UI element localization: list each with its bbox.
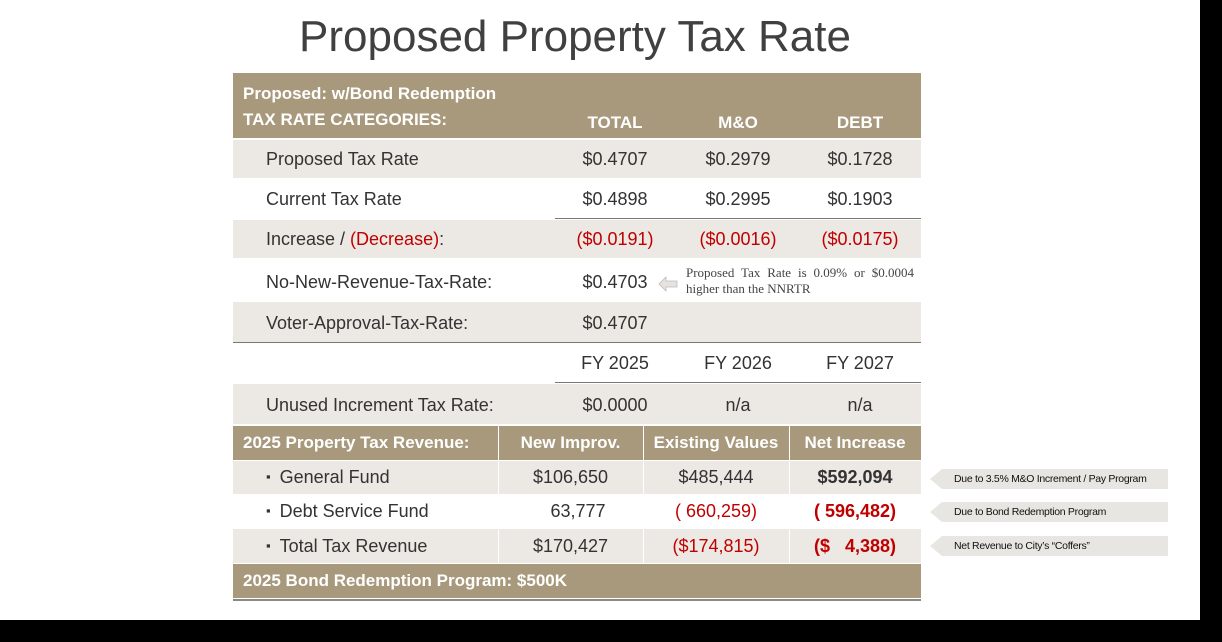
divider <box>643 426 644 563</box>
callout: Net Revenue to City’s “Coffers” <box>930 536 1168 556</box>
cell: $0.4707 <box>582 149 648 169</box>
fiscal-year: FY 2025 <box>581 353 649 373</box>
column-header: Existing Values <box>653 433 779 452</box>
cell: n/a <box>847 395 873 415</box>
cell: $0.1728 <box>827 149 893 169</box>
row-bg <box>233 384 921 424</box>
cell: $170,427 <box>532 536 609 556</box>
cell: $0.4703 <box>582 272 648 292</box>
frame-edge <box>1200 0 1222 642</box>
row-label: Voter-Approval-Tax-Rate: <box>266 313 469 333</box>
row-label: Increase / (Decrease): <box>266 229 444 250</box>
footer-bg <box>233 564 921 598</box>
cell: ($174,815) <box>672 536 760 556</box>
column-header: 2025 Property Tax Revenue: <box>243 433 470 452</box>
header-bg <box>233 426 921 460</box>
cell: $0.4898 <box>582 189 648 209</box>
cell: ($0.0175) <box>821 229 899 249</box>
row-bg <box>233 220 921 258</box>
cell: $0.0000 <box>582 395 648 415</box>
cell: $0.2995 <box>705 189 771 209</box>
label-part: : <box>439 229 445 249</box>
cell: $592,094 <box>817 467 893 487</box>
rule <box>555 218 921 219</box>
cell: ( 596,482) <box>813 501 897 521</box>
cell: $0.4707 <box>582 313 648 333</box>
divider <box>789 426 790 563</box>
rule <box>555 382 921 383</box>
cell: ($ 4,388) <box>813 536 897 556</box>
label-part: (Decrease) <box>350 229 440 249</box>
row-bg <box>233 302 921 342</box>
column-header: TOTAL <box>587 113 643 132</box>
column-header: New Improv. <box>520 433 621 452</box>
note: Proposed Tax Rate is 0.09% or $0.0004 hi… <box>686 265 914 296</box>
cell: 63,777 <box>550 501 606 521</box>
fiscal-year: FY 2026 <box>704 353 772 373</box>
cell: $485,444 <box>678 467 754 487</box>
row-label: Total Tax Revenue <box>266 536 428 557</box>
label-part: Increase / <box>266 229 351 249</box>
row-label: Proposed Tax Rate <box>266 149 419 169</box>
header-label: TAX RATE CATEGORIES: <box>243 110 447 129</box>
row-label: General Fund <box>266 467 390 488</box>
cell: $0.1903 <box>827 189 893 209</box>
title: Proposed Property Tax Rate <box>299 12 851 61</box>
divider <box>498 426 499 563</box>
cell: ( 660,259) <box>674 501 758 521</box>
frame-edge <box>0 620 1222 642</box>
row-label: No-New-Revenue-Tax-Rate: <box>266 272 493 292</box>
cell: $0.2979 <box>705 149 771 169</box>
cell: n/a <box>725 395 751 415</box>
callout: Due to 3.5% M&O Increment / Pay Program <box>930 469 1168 489</box>
cell: $106,650 <box>532 467 609 487</box>
row-bg <box>233 140 921 178</box>
row-label: Debt Service Fund <box>266 501 429 522</box>
row-label: Unused Increment Tax Rate: <box>266 395 494 415</box>
header-label: Proposed: w/Bond Redemption <box>243 84 497 103</box>
footer: 2025 Bond Redemption Program: $500K <box>243 571 568 590</box>
rule <box>233 599 921 601</box>
row-label: Current Tax Rate <box>266 189 402 209</box>
cell: ($0.0016) <box>699 229 777 249</box>
arrow <box>658 276 678 292</box>
fiscal-year: FY 2027 <box>826 353 894 373</box>
callout: Due to Bond Redemption Program <box>930 502 1168 522</box>
column-header: Net Increase <box>804 433 906 452</box>
column-header: DEBT <box>836 113 884 132</box>
header-bg <box>233 73 921 138</box>
rule <box>233 342 921 343</box>
column-header: M&O <box>718 113 758 132</box>
cell: ($0.0191) <box>576 229 654 249</box>
